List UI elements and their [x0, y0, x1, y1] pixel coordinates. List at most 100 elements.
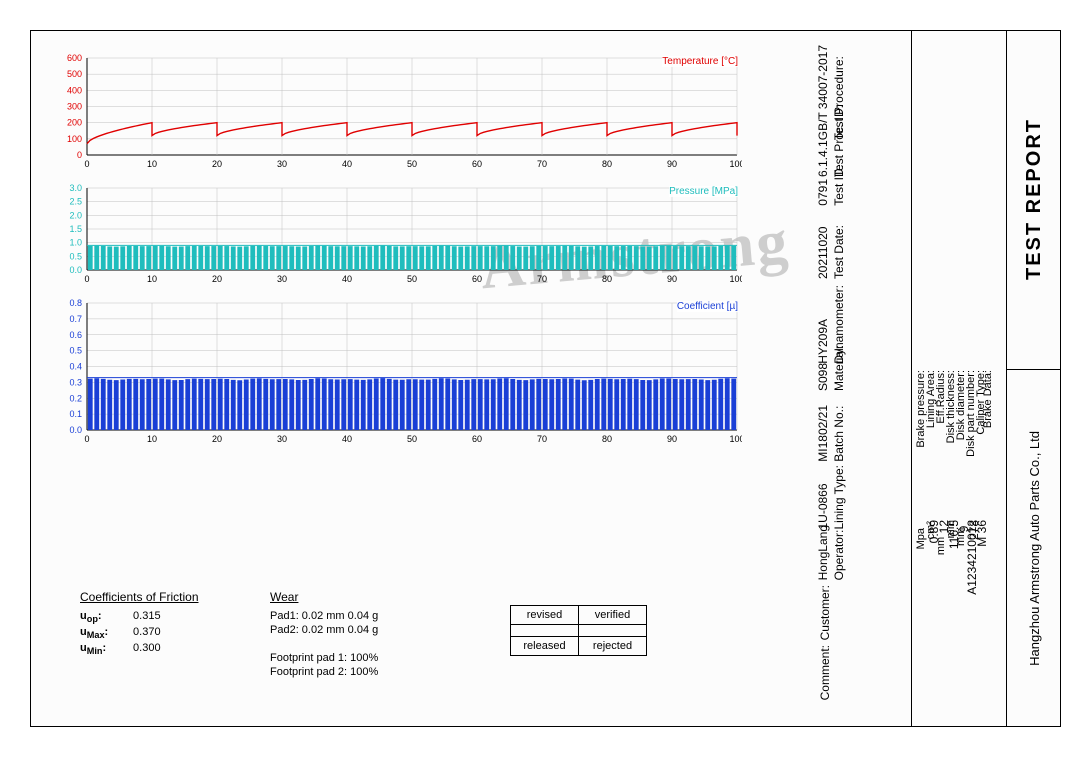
svg-text:50: 50: [407, 434, 417, 444]
chart-press-legend: Pressure [MPa]: [669, 186, 738, 197]
svg-text:100: 100: [67, 134, 82, 144]
verified-cell: verified: [579, 606, 647, 625]
title-block: TEST REPORT Hangzhou Armstrong Auto Part…: [1006, 30, 1061, 727]
cof-row: uop: 0.315: [80, 610, 199, 624]
meta-column: Test Procedure:GB/T 34007-2017Test Proc.…: [811, 30, 911, 727]
svg-text:90: 90: [667, 274, 677, 284]
meta-3: Test Date:20211020: [816, 225, 846, 279]
svg-text:0.5: 0.5: [69, 251, 82, 261]
svg-text:40: 40: [342, 274, 352, 284]
meta-value: 0791: [816, 165, 830, 206]
svg-text:40: 40: [342, 434, 352, 444]
svg-text:0: 0: [77, 150, 82, 160]
svg-text:70: 70: [537, 434, 547, 444]
svg-text:100: 100: [729, 434, 742, 444]
svg-text:80: 80: [602, 274, 612, 284]
pressure-chart: 0.00.51.01.52.02.53.00102030405060708090…: [52, 183, 742, 288]
svg-text:0.2: 0.2: [69, 393, 82, 403]
meta-label: Comment:: [818, 645, 832, 700]
svg-text:0.0: 0.0: [69, 425, 82, 435]
svg-text:0.5: 0.5: [69, 346, 82, 356]
svg-text:200: 200: [67, 118, 82, 128]
svg-text:3.0: 3.0: [69, 183, 82, 193]
meta-7: Lining Type:1U-0866: [816, 465, 846, 530]
signoff-table: revised verified released rejected: [510, 605, 647, 656]
meta-label: Test Date:: [832, 225, 846, 279]
meta-value: 1U-0866: [816, 465, 830, 530]
meta-label: Test ID:: [832, 165, 846, 206]
svg-text:20: 20: [212, 434, 222, 444]
svg-text:50: 50: [407, 159, 417, 169]
svg-text:90: 90: [667, 159, 677, 169]
meta-value: MI1802/21: [816, 405, 830, 462]
meta-5: Material:S098: [816, 345, 846, 391]
svg-text:90: 90: [667, 434, 677, 444]
svg-text:70: 70: [537, 159, 547, 169]
meta-8: Operator:HongLang: [816, 525, 846, 580]
wear-row: Footprint pad 1: 100%: [270, 652, 378, 664]
svg-text:500: 500: [67, 69, 82, 79]
coefficient-chart: 0.00.10.20.30.40.50.60.70.80102030405060…: [52, 298, 742, 448]
wear-row: Pad2: 0.02 mm 0.04 g: [270, 624, 378, 636]
svg-text:60: 60: [472, 434, 482, 444]
meta-label: Customer:: [818, 585, 832, 640]
meta-label: Operator:: [832, 525, 846, 580]
wear-row: [270, 638, 378, 650]
svg-text:300: 300: [67, 102, 82, 112]
svg-text:0.0: 0.0: [69, 265, 82, 275]
svg-text:100: 100: [729, 274, 742, 284]
svg-text:30: 30: [277, 159, 287, 169]
temperature-chart: 0100200300400500600010203040506070809010…: [52, 53, 742, 173]
svg-text:80: 80: [602, 159, 612, 169]
svg-text:2.0: 2.0: [69, 210, 82, 220]
svg-text:30: 30: [277, 434, 287, 444]
svg-text:10: 10: [147, 274, 157, 284]
svg-text:0.3: 0.3: [69, 377, 82, 387]
cof-row: uMax: 0.370: [80, 626, 199, 640]
wear-row: Pad1: 0.02 mm 0.04 g: [270, 610, 378, 622]
svg-text:60: 60: [472, 274, 482, 284]
meta-label: Material:: [832, 345, 846, 391]
charts-container: 0100200300400500600010203040506070809010…: [52, 53, 742, 458]
brake-data-column: Brake Data:Caliper Type:M 36Disk part nu…: [911, 30, 1006, 727]
meta-9: Customer:: [816, 585, 832, 640]
svg-text:70: 70: [537, 274, 547, 284]
wear-block: Wear Pad1: 0.02 mm 0.04 g Pad2: 0.02 mm 0…: [270, 590, 378, 680]
cof-row: uMin: 0.300: [80, 642, 199, 656]
revised-cell: revised: [511, 606, 579, 625]
svg-text:30: 30: [277, 274, 287, 284]
svg-text:20: 20: [212, 159, 222, 169]
svg-text:80: 80: [602, 434, 612, 444]
company-name: Hangzhou Armstrong Auto Parts Co., Ltd: [1027, 431, 1042, 666]
svg-text:40: 40: [342, 159, 352, 169]
meta-10: Comment:: [816, 645, 832, 700]
svg-text:0: 0: [84, 274, 89, 284]
meta-value: 20211020: [816, 225, 830, 279]
meta-label: Batch No.:: [832, 405, 846, 462]
wear-title: Wear: [270, 590, 378, 604]
chart-coef-legend: Coefficient [µ]: [677, 301, 738, 312]
svg-text:0.4: 0.4: [69, 362, 82, 372]
svg-text:0.6: 0.6: [69, 330, 82, 340]
svg-text:0.1: 0.1: [69, 409, 82, 419]
svg-text:2.5: 2.5: [69, 197, 82, 207]
svg-text:1.5: 1.5: [69, 224, 82, 234]
svg-text:0.7: 0.7: [69, 314, 82, 324]
signoff-block: revised verified released rejected: [510, 605, 647, 656]
report-title: TEST REPORT: [1023, 118, 1046, 280]
svg-text:10: 10: [147, 434, 157, 444]
meta-value: HongLang: [816, 525, 830, 580]
svg-text:400: 400: [67, 85, 82, 95]
rejected-cell: rejected: [579, 637, 647, 656]
svg-text:0: 0: [84, 159, 89, 169]
svg-text:100: 100: [729, 159, 742, 169]
header-band: TEST REPORT Hangzhou Armstrong Auto Part…: [809, 30, 1061, 727]
wear-row: Footprint pad 2: 100%: [270, 666, 378, 678]
svg-text:0.8: 0.8: [69, 298, 82, 308]
svg-text:20: 20: [212, 274, 222, 284]
meta-value: S098: [816, 345, 830, 391]
svg-text:1.0: 1.0: [69, 238, 82, 248]
released-cell: released: [511, 637, 579, 656]
meta-label: Lining Type:: [832, 465, 846, 530]
cof-block: Coefficients of Friction uop: 0.315uMax:…: [80, 590, 199, 659]
